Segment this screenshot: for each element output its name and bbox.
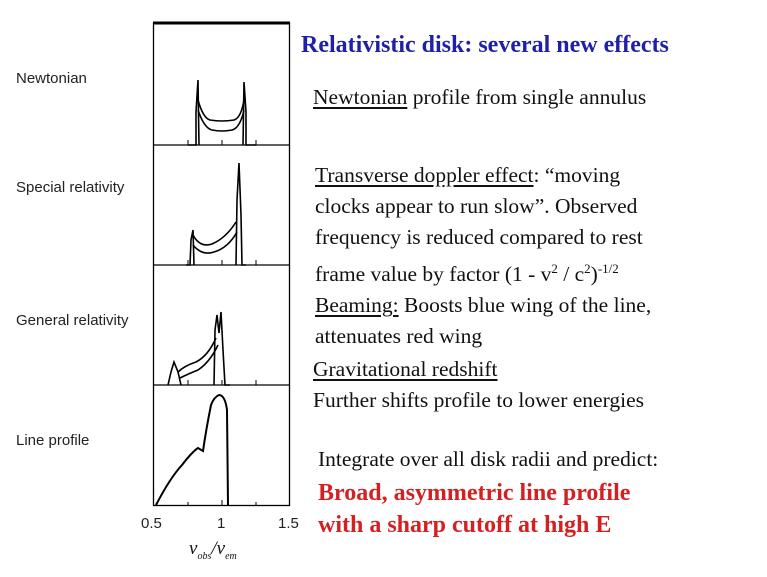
special-relativity-profile-curves — [186, 162, 246, 266]
integrate-text: Integrate over all disk radii and predic… — [318, 447, 659, 471]
factor-sup-exponent: -1/2 — [597, 261, 619, 276]
conclusion-text: Broad, asymmetric line profile with a sh… — [318, 477, 630, 541]
sr-red-horn — [186, 229, 195, 266]
newtonian-blue-edge-left — [188, 79, 200, 146]
newtonian-term: Newtonian — [313, 85, 408, 109]
general-relativity-profile-curves — [167, 311, 230, 386]
slide-title: Relativistic disk: several new effects — [301, 32, 669, 58]
gr-outer-curve — [179, 344, 219, 379]
gr-red-bump — [167, 359, 182, 386]
sr-inner-curve — [192, 221, 237, 246]
transverse-line1-rest: : “moving — [533, 163, 621, 187]
factor-part-c: ) — [590, 262, 598, 287]
sr-outer-curve — [192, 231, 238, 254]
factor-part-a: frame value by factor (1 - v — [315, 262, 552, 287]
newtonian-outer-curve — [197, 109, 245, 132]
panel-label-line-profile: Line profile — [16, 432, 90, 449]
factor-part-b: / c — [557, 262, 585, 287]
x-axis-sub-obs: obs — [197, 550, 212, 562]
transverse-line2: clocks appear to run slow”. Observed — [315, 194, 638, 218]
gr-inner-curve — [177, 337, 217, 373]
x-axis-slash: / — [211, 538, 217, 559]
panel-label-general-relativity: General relativity — [16, 312, 129, 329]
x-tick-1: 1 — [217, 515, 226, 532]
line-profile-curve — [155, 393, 229, 506]
panel-label-special-relativity: Special relativity — [16, 179, 125, 196]
newtonian-profile-curves — [188, 79, 256, 146]
integrated-line-profile — [155, 393, 229, 506]
gr-blue-horn — [213, 311, 230, 386]
transverse-line4: frame value by factor (1 - v2 / c2)-1/2 — [315, 253, 651, 290]
transverse-doppler-term: Transverse doppler effect — [315, 163, 534, 187]
gravitational-redshift-text: Gravitational redshift Further shifts pr… — [313, 354, 644, 416]
newtonian-horn-right — [242, 81, 256, 146]
panel-label-newtonian: Newtonian — [16, 70, 87, 87]
x-axis-label: νobs/νem — [189, 538, 237, 562]
conclusion-line2: with a sharp cutoff at high E — [318, 512, 612, 538]
transverse-doppler-text: Transverse doppler effect: “moving clock… — [315, 160, 651, 352]
x-axis-nu-1: ν — [189, 538, 198, 559]
x-tick-1.5: 1.5 — [278, 515, 299, 532]
factor-sup-c: 2 — [584, 261, 591, 276]
gravitational-line2: Further shifts profile to lower energies — [313, 388, 644, 412]
panel-tick-marks — [187, 140, 257, 385]
beaming-term: Beaming: — [315, 293, 399, 318]
transverse-line3: frequency is reduced compared to rest — [315, 225, 643, 249]
sr-blue-horn — [235, 162, 246, 266]
x-tick-0.5: 0.5 — [141, 515, 162, 532]
beaming-line2: attenuates red wing — [315, 324, 483, 349]
x-axis-nu-2: ν — [216, 538, 226, 559]
conclusion-line1: Broad, asymmetric line profile — [318, 480, 631, 506]
newtonian-text: Newtonian profile from single annulus — [313, 82, 646, 113]
x-tick-marks — [153, 500, 290, 506]
gravitational-redshift-term: Gravitational redshift — [313, 357, 498, 381]
newtonian-rest: profile from single annulus — [407, 85, 647, 109]
beaming-rest: Boosts blue wing of the line, — [398, 293, 652, 318]
factor-sup-v: 2 — [551, 261, 558, 276]
x-axis-sub-em: em — [225, 550, 237, 562]
newtonian-inner-curve — [197, 99, 245, 122]
